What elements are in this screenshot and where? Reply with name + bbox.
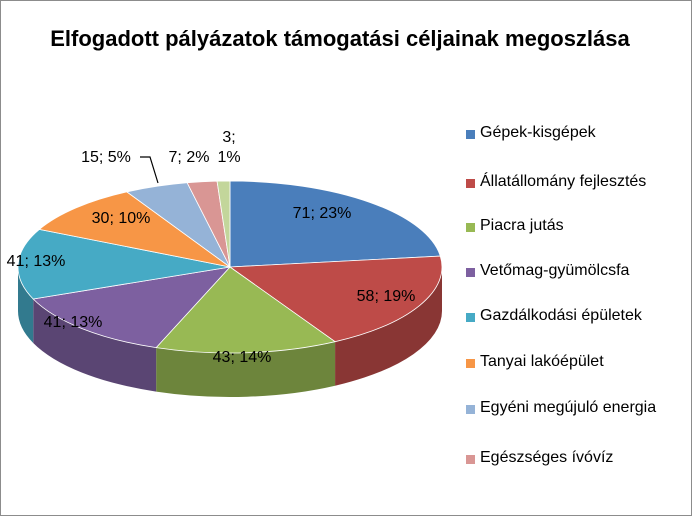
data-label-7: 7; 2% xyxy=(169,149,210,166)
data-label-6: 15; 5% xyxy=(81,149,131,166)
data-label-1: 58; 19% xyxy=(357,288,416,305)
pie-side-walls xyxy=(18,267,442,397)
legend-label: Gépek-kisgépek xyxy=(480,124,596,141)
data-labels: 71; 23% 58; 19% 43; 14% 41; 13% 41; 13% 30; 1… xyxy=(7,129,416,366)
pie-slice-3 xyxy=(32,266,232,349)
legend-swatch xyxy=(466,223,475,232)
pie-slice-1 xyxy=(228,255,443,343)
data-label-5: 30; 10% xyxy=(92,210,151,227)
pie-side-2 xyxy=(156,341,336,397)
data-label-8-line2: 1% xyxy=(217,149,240,166)
pie-side-1 xyxy=(335,267,442,386)
legend-swatch xyxy=(466,359,475,368)
leader-line xyxy=(140,156,159,184)
legend-swatch xyxy=(466,179,475,188)
data-label-8-line1: 3; xyxy=(222,129,235,146)
legend-label: Piacra jutás xyxy=(480,217,564,234)
legend-label: Egészséges ívóvíz xyxy=(480,449,614,466)
pie-slice-5 xyxy=(38,191,231,268)
legend-label: Vetőmag-gyümölcsfa xyxy=(480,262,630,279)
pie-slice-8 xyxy=(216,180,231,268)
pie-side-4 xyxy=(18,267,34,343)
legend-label: Egyéni megújuló energia xyxy=(480,399,657,416)
legend-label: Tanyai lakóépület xyxy=(480,353,604,370)
pie-side-3 xyxy=(33,298,157,392)
legend-swatch xyxy=(466,405,475,414)
chart-title: Elfogadott pályázatok támogatási céljain… xyxy=(50,26,630,51)
pie-slice-4 xyxy=(17,228,231,300)
data-label-0: 71; 23% xyxy=(293,205,352,222)
pie-top xyxy=(17,180,443,354)
legend-swatch xyxy=(466,313,475,322)
legend-label: Gazdálkodási épületek xyxy=(480,307,642,324)
pie-slice-2 xyxy=(155,266,337,354)
legend-label: Állatállomány fejlesztés xyxy=(480,173,647,190)
data-label-3: 41; 13% xyxy=(44,314,103,331)
legend-swatch xyxy=(466,130,475,139)
data-label-2: 43; 14% xyxy=(213,349,272,366)
legend-swatch xyxy=(466,455,475,464)
data-label-4: 41; 13% xyxy=(7,253,66,270)
pie-slice-0 xyxy=(229,180,441,268)
legend-swatch xyxy=(466,268,475,277)
